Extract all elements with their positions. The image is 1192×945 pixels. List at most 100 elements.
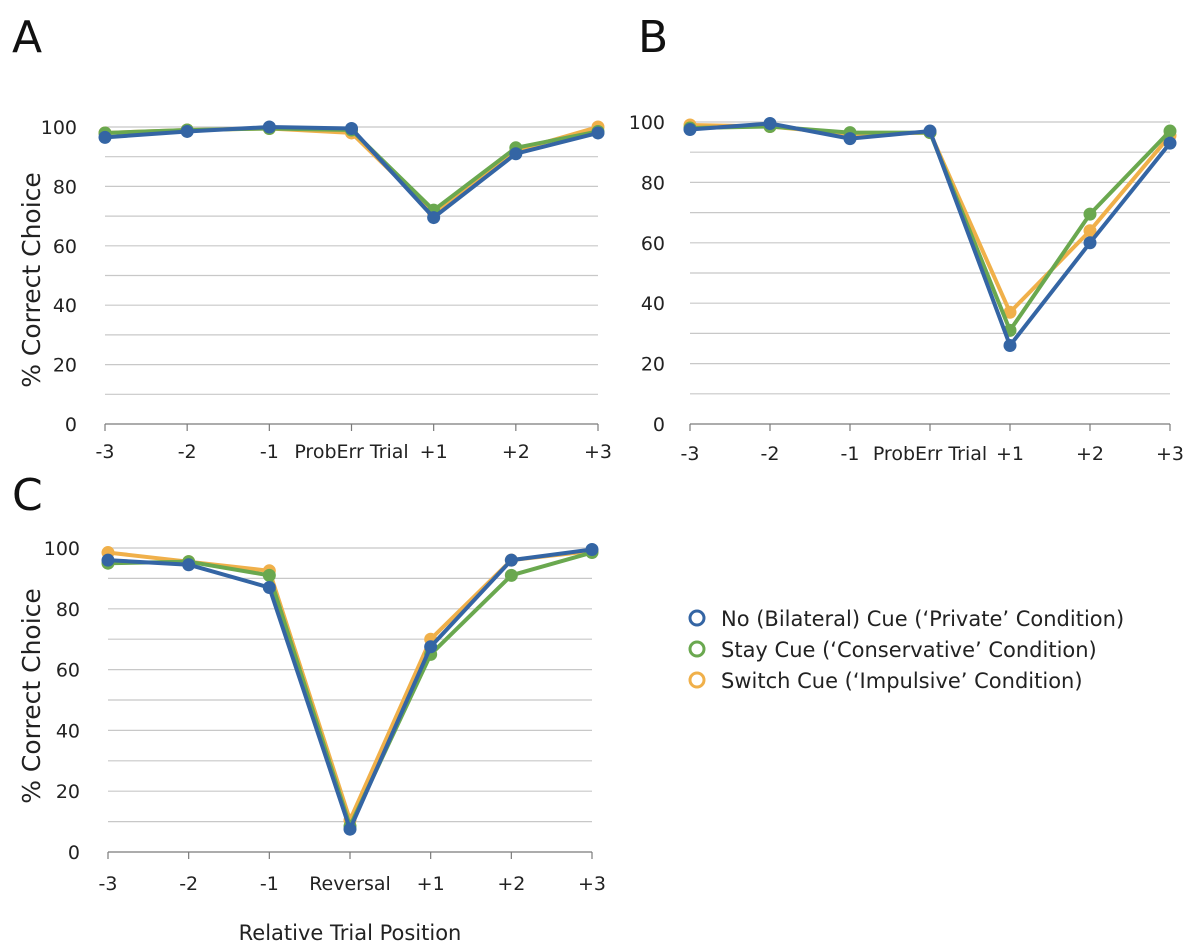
y-tick-label: 100 (629, 112, 665, 134)
series-line (107, 550, 593, 829)
series-line (104, 125, 599, 220)
x-tick-label: -3 (681, 443, 700, 465)
x-tick-label: -1 (841, 443, 860, 465)
series-switch-cue (683, 118, 1177, 319)
legend-label: Stay Cue (‘Conservative’ Condition) (721, 638, 1097, 662)
data-point (504, 568, 518, 582)
data-point (98, 130, 112, 144)
y-tick-label: 60 (56, 660, 80, 682)
y-tick-label: 80 (56, 599, 80, 621)
panel-letter-b: B (638, 12, 668, 63)
y-tick-label: 40 (56, 720, 80, 742)
y-tick-label: 60 (53, 236, 77, 258)
x-tick-label: -1 (260, 441, 279, 463)
y-tick-label: 0 (653, 414, 665, 436)
data-point (1163, 136, 1177, 150)
legend-marker (688, 671, 706, 689)
series-line (689, 121, 1172, 348)
series-line (104, 126, 599, 213)
x-tick-label: +2 (497, 873, 525, 895)
y-axis-label: % Correct Choice (17, 588, 46, 804)
x-axis-label: Relative Trial Position (239, 921, 462, 945)
data-point (504, 553, 518, 567)
y-tick-label: 100 (41, 117, 77, 139)
legend-marker (688, 640, 706, 658)
series-line (689, 124, 1172, 333)
data-point (585, 543, 599, 557)
data-point (683, 123, 697, 137)
y-tick-label: 0 (68, 842, 80, 864)
panel-letter-c: C (12, 470, 43, 521)
x-tick-label: +1 (417, 873, 445, 895)
data-point (182, 558, 196, 572)
series-line (104, 125, 599, 216)
series-line (107, 549, 593, 823)
x-tick-label: +1 (996, 443, 1024, 465)
data-point (1163, 124, 1177, 138)
data-point (843, 132, 857, 146)
series-switch-cue (101, 544, 599, 827)
y-tick-label: 40 (53, 295, 77, 317)
data-point (101, 553, 115, 567)
data-point (345, 121, 358, 135)
y-tick-label: 60 (641, 233, 665, 255)
series-stay-cue (98, 121, 605, 217)
data-point (262, 568, 276, 582)
data-point (1083, 207, 1097, 221)
x-tick-label: +3 (1156, 443, 1184, 465)
data-point (427, 211, 441, 225)
x-tick-label: ProbErr Trial (873, 443, 987, 465)
legend-label: Switch Cue (‘Impulsive’ Condition) (721, 669, 1083, 693)
panel-a: A 0 20 40 60 80 100 -3 -2 -1 ProbErr Trial +1 +2 +3 % … (12, 12, 612, 463)
x-tick-label: +1 (420, 441, 448, 463)
data-point (591, 126, 605, 140)
x-tick-label: +2 (502, 441, 530, 463)
legend-item: No (Bilateral) Cue (‘Private’ Condition) (688, 607, 1124, 631)
legend-marker (688, 609, 706, 627)
data-point (424, 640, 438, 654)
y-tick-label: 100 (44, 538, 80, 560)
legend-item: Stay Cue (‘Conservative’ Condition) (688, 638, 1097, 662)
y-tick-label: 80 (53, 176, 77, 198)
panel-c: C 0 20 40 60 80 100 -3 -2 -1 Reversal +1 +2 +3 % Corre… (12, 470, 606, 945)
series-line (689, 123, 1172, 315)
data-point (923, 124, 937, 138)
y-tick-label: 40 (641, 293, 665, 315)
x-tick-label: +3 (584, 441, 612, 463)
x-tick-label: +3 (578, 873, 606, 895)
data-point (509, 147, 523, 161)
data-point (1083, 236, 1097, 250)
x-tick-label: +2 (1076, 443, 1104, 465)
y-tick-label: 20 (56, 781, 80, 803)
data-point (763, 117, 777, 131)
panel-letter-a: A (12, 12, 42, 63)
x-tick-label: -2 (178, 441, 197, 463)
y-tick-label: 0 (65, 414, 77, 436)
data-point (262, 581, 276, 595)
data-point (180, 124, 194, 138)
series-no-cue (98, 120, 605, 225)
y-axis-label: % Correct Choice (17, 172, 46, 388)
data-point (1003, 338, 1017, 352)
data-point (343, 822, 357, 836)
series-no-cue (101, 543, 599, 836)
x-tick-label: -2 (179, 873, 198, 895)
x-tick-label: -3 (99, 873, 118, 895)
x-tick-label: Reversal (309, 873, 391, 895)
data-point (1003, 305, 1017, 319)
series-no-cue (683, 117, 1177, 352)
data-point (262, 120, 276, 134)
y-tick-label: 80 (641, 172, 665, 194)
x-tick-label: -1 (260, 873, 279, 895)
y-tick-label: 20 (53, 355, 77, 377)
y-tick-label: 20 (641, 354, 665, 376)
x-tick-label: ProbErr Trial (294, 441, 408, 463)
x-tick-label: -3 (96, 441, 115, 463)
legend-label: No (Bilateral) Cue (‘Private’ Condition) (721, 607, 1124, 631)
series-line (107, 547, 593, 832)
panel-b: B 0 20 40 60 80 100 -3 -2 -1 ProbErr Trial +1 +2 +3 (629, 12, 1184, 465)
data-point (1083, 224, 1097, 238)
series-stay-cue (101, 546, 599, 833)
legend: No (Bilateral) Cue (‘Private’ Condition)… (688, 607, 1124, 693)
